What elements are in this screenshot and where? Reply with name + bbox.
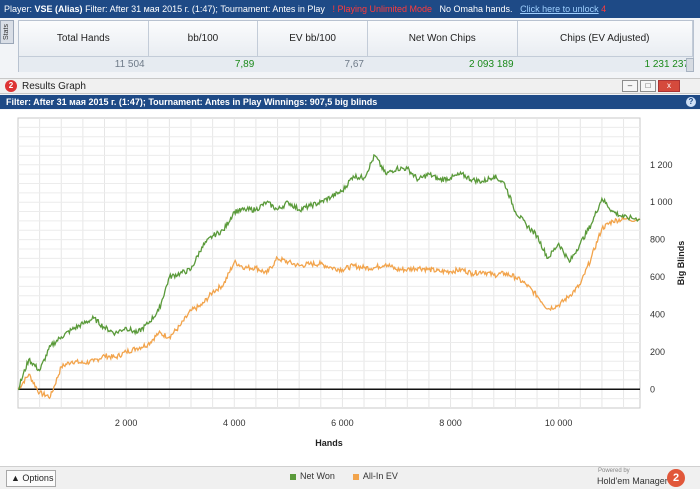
col-ev-bb100[interactable]: EV bb/100 <box>258 21 368 56</box>
player-label: Player: <box>4 4 33 14</box>
value-bb100: 7,89 <box>234 59 255 70</box>
results-chart: 2 000 4 000 6 000 8 000 10 000 0 200 400 600 800 1… <box>17 117 686 448</box>
brand-name: Hold'em Manager <box>597 476 668 486</box>
x-tick-label: 8 000 <box>439 418 462 428</box>
series-line-all-in-ev <box>17 215 641 400</box>
stats-value-row[interactable]: 11 504 7,89 7,67 2 093 189 1 231 237 <box>19 57 693 72</box>
bottom-bar: ▲ Options Net Won All-In EV Powered by H… <box>0 466 700 489</box>
unlock-counter: 4 <box>601 4 607 14</box>
top-filter-text: Filter: After 31 мая 2015 г. (1:47); Tou… <box>85 4 325 14</box>
y-tick-label: 600 <box>650 272 665 282</box>
col-chips-ev-adjusted[interactable]: Chips (EV Adjusted) <box>518 21 693 56</box>
window-buttons: – □ x <box>622 80 680 92</box>
unlimited-mode-warning: ! Playing Unlimited Mode <box>332 4 432 14</box>
col-net-won-chips[interactable]: Net Won Chips <box>368 21 518 56</box>
y-tick-label: 200 <box>650 347 665 357</box>
top-status-bar: Player: VSE (Alias) Filter: After 31 мая… <box>0 0 700 18</box>
results-graph-area: 2 000 4 000 6 000 8 000 10 000 0 200 400 600 800 1… <box>0 110 700 466</box>
y-tick-label: 1 000 <box>650 197 673 207</box>
value-total-hands: 11 504 <box>114 59 145 70</box>
x-axis-label: Hands <box>315 438 343 448</box>
results-window-titlebar <box>0 78 700 94</box>
legend-swatch-net-won <box>290 473 296 480</box>
options-label: Options <box>22 473 54 483</box>
value-net-won-chips: 2 093 189 <box>469 59 514 70</box>
y-tick-label: 400 <box>650 309 665 319</box>
powered-by-text: Powered by <box>598 468 630 474</box>
legend-label-net-won: Net Won <box>300 471 335 481</box>
omaha-notice: No Omaha hands. <box>439 4 513 14</box>
legend-swatch-all-in-ev <box>352 473 359 480</box>
player-name: VSE (Alias) <box>34 4 83 14</box>
minimize-button[interactable]: – <box>622 80 638 92</box>
stats-scrollbar[interactable] <box>686 58 694 72</box>
y-tick-label: 0 <box>650 384 655 394</box>
chart-legend: Net Won All-In EV <box>290 471 398 481</box>
y-axis-label: Big Blinds <box>676 241 686 286</box>
value-ev-bb100: 7,67 <box>344 59 364 70</box>
stats-side-tab[interactable]: Stats <box>0 20 14 44</box>
options-button[interactable]: ▲ Options <box>6 470 56 487</box>
help-icon[interactable]: ? <box>686 97 696 107</box>
graph-filter-bar: Filter: After 31 мая 2015 г. (1:47); Tou… <box>0 95 700 109</box>
y-tick-label: 800 <box>650 235 665 245</box>
legend-item-net-won[interactable]: Net Won <box>290 471 335 481</box>
x-tick-label: 6 000 <box>331 418 354 428</box>
series-line-net-won <box>17 154 641 391</box>
close-button[interactable]: x <box>658 80 680 92</box>
maximize-button[interactable]: □ <box>640 80 656 92</box>
x-tick-label: 4 000 <box>223 418 246 428</box>
brand-badge-icon: 2 <box>667 469 685 487</box>
stats-table: Total Hands bb/100 EV bb/100 Net Won Chi… <box>18 20 694 72</box>
x-tick-label: 2 000 <box>115 418 138 428</box>
y-tick-label: 1 200 <box>650 160 673 170</box>
value-chips-ev-adjusted: 1 231 237 <box>644 59 689 70</box>
unlock-link[interactable]: Click here to unlock <box>520 4 599 14</box>
legend-label-all-in-ev: All-In EV <box>362 471 398 481</box>
hm-logo-icon: 2 <box>5 80 17 92</box>
plot-area <box>17 117 641 409</box>
x-tick-label: 10 000 <box>545 418 573 428</box>
stats-header-row: Total Hands bb/100 EV bb/100 Net Won Chi… <box>19 21 693 57</box>
legend-item-all-in-ev[interactable]: All-In EV <box>352 471 398 481</box>
col-total-hands[interactable]: Total Hands <box>19 21 149 56</box>
col-bb100[interactable]: bb/100 <box>149 21 259 56</box>
results-window-title: Results Graph <box>22 81 86 92</box>
